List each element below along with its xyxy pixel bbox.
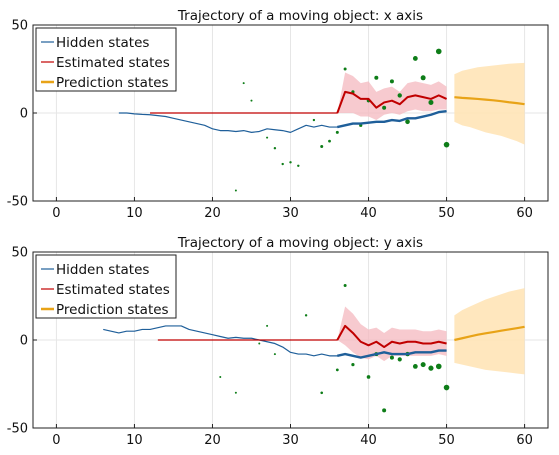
y-tick-label: 50 [11, 19, 28, 34]
legend-box [35, 254, 177, 319]
observation-point [435, 363, 442, 370]
observation-point [343, 67, 347, 71]
y-tick-label: 0 [20, 107, 28, 122]
legend-item-hidden-states: Hidden states [41, 35, 149, 51]
y-tick-label: 0 [20, 334, 28, 349]
y-tick-label: -50 [7, 422, 28, 437]
legend-item-prediction-states: Prediction states [41, 302, 169, 318]
x-tick-label: 40 [360, 206, 377, 221]
observation-point [266, 324, 269, 327]
observation-point [304, 314, 308, 317]
observation-point [328, 139, 331, 143]
estimate-uncertainty-band [150, 72, 447, 121]
chart-x-axis-panel: 0 10 20 30 40 50 60 -50 0 50 Trajectory of a movin… [7, 8, 549, 221]
legend-label: Hidden states [56, 35, 149, 51]
observation-point [320, 144, 324, 148]
observation-point [412, 364, 418, 369]
hidden-states-recent-line [337, 349, 447, 359]
observation-point [420, 75, 426, 81]
x-tick-label: 40 [360, 433, 377, 448]
observation-point [289, 161, 292, 164]
observation-point [374, 75, 379, 80]
observation-point [420, 362, 426, 368]
legend-label: Prediction states [56, 302, 169, 318]
legend-item-estimated-states: Estimated states [41, 55, 170, 71]
legend-item-estimated-states: Estimated states [41, 282, 170, 298]
legend: Hidden states Estimated states Prediction … [35, 27, 177, 92]
x-tick-label: 10 [126, 433, 143, 448]
legend-label: Hidden states [56, 262, 149, 278]
observation-point [312, 118, 316, 122]
prediction-states-line [454, 96, 525, 106]
observation-point [382, 408, 387, 413]
x-tick-label: 30 [282, 206, 299, 221]
legend-label: Prediction states [56, 75, 169, 91]
y-tick-label: -50 [7, 195, 28, 210]
observation-point [297, 164, 300, 167]
prediction-uncertainty-band [454, 288, 525, 375]
x-tick-label: 60 [516, 433, 533, 448]
observation-point [281, 162, 284, 166]
observation-point [397, 93, 402, 98]
legend-label: Estimated states [56, 55, 170, 71]
observation-point [219, 375, 222, 378]
observation-point [250, 99, 253, 102]
x-tick-label: 0 [52, 433, 60, 448]
x-tick-label: 10 [126, 206, 143, 221]
observation-point [234, 391, 237, 394]
observation-point [258, 342, 261, 345]
observation-point [382, 105, 387, 110]
chart-title: Trajectory of a moving object: x axis [177, 8, 423, 24]
observation-point [443, 384, 450, 391]
x-tick-label: 30 [282, 433, 299, 448]
observation-point [397, 357, 402, 362]
x-tick-label: 60 [516, 206, 533, 221]
prediction-states-line [454, 325, 525, 342]
observation-point [366, 375, 371, 379]
observation-point [405, 119, 410, 125]
estimate-uncertainty-band [157, 306, 447, 362]
observation-point [443, 141, 450, 148]
observation-point [266, 136, 269, 139]
legend-box [35, 27, 177, 92]
observation-point [412, 56, 418, 61]
y-tick-label: 50 [11, 246, 28, 261]
legend-item-prediction-states: Prediction states [41, 75, 169, 91]
observation-point [335, 130, 339, 134]
observation-point [320, 391, 324, 395]
legend-label: Estimated states [56, 282, 170, 298]
observation-point [273, 353, 276, 356]
observation-point [389, 79, 394, 84]
estimated-states-recent-line [336, 90, 447, 114]
x-tick-label: 20 [204, 206, 221, 221]
legend: Hidden states Estimated states Prediction … [35, 254, 177, 319]
observation-point [351, 363, 355, 367]
hidden-states-recent-line [337, 110, 447, 129]
legend-item-hidden-states: Hidden states [41, 262, 149, 278]
chart-title: Trajectory of a moving object: y axis [177, 235, 423, 251]
observation-point [389, 355, 394, 360]
prediction-uncertainty-band [454, 62, 525, 145]
observation-point [435, 48, 442, 55]
observation-point [273, 147, 277, 150]
x-tick-label: 20 [204, 433, 221, 448]
chart-y-axis-panel: 0 10 20 30 40 50 60 -50 0 50 Trajectory of a movin… [7, 235, 549, 448]
observation-point [428, 99, 434, 105]
observation-point [234, 189, 237, 192]
observation-point [428, 365, 434, 371]
estimated-states-recent-line [336, 324, 447, 349]
observation-point [242, 82, 245, 85]
observation-point [335, 368, 339, 372]
observation-point [343, 283, 347, 287]
x-tick-label: 50 [438, 206, 455, 221]
x-tick-label: 50 [438, 433, 455, 448]
x-tick-label: 0 [52, 206, 60, 221]
